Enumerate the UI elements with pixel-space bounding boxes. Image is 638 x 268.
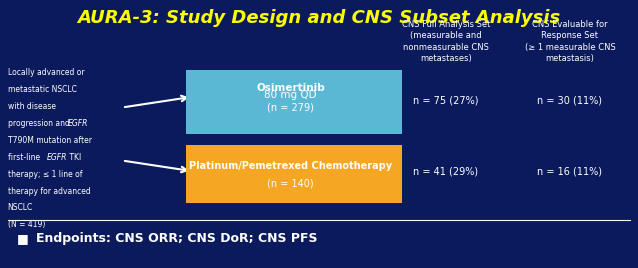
Text: AURA-3: Study Design and CNS Subset Analysis: AURA-3: Study Design and CNS Subset Anal… <box>77 9 561 27</box>
Text: T790M mutation after: T790M mutation after <box>8 136 92 145</box>
Text: Platinum/Pemetrexed Chemotherapy: Platinum/Pemetrexed Chemotherapy <box>189 161 392 171</box>
Text: first-line: first-line <box>8 152 42 162</box>
Text: Endpoints: CNS ORR; CNS DoR; CNS PFS: Endpoints: CNS ORR; CNS DoR; CNS PFS <box>36 232 318 245</box>
Text: (n = 279): (n = 279) <box>267 102 314 113</box>
FancyBboxPatch shape <box>186 145 401 203</box>
FancyBboxPatch shape <box>186 70 401 134</box>
Text: n = 41 (29%): n = 41 (29%) <box>413 166 478 176</box>
Text: metastatic NSCLC: metastatic NSCLC <box>8 85 77 94</box>
Text: n = 16 (11%): n = 16 (11%) <box>537 166 602 176</box>
Text: CNS Evaluable for
Response Set
(≥ 1 measurable CNS
metastasis): CNS Evaluable for Response Set (≥ 1 meas… <box>524 20 615 63</box>
Text: n = 75 (27%): n = 75 (27%) <box>413 96 478 106</box>
Text: CNS Full Analysis Set
(measurable and
nonmeasurable CNS
metastases): CNS Full Analysis Set (measurable and no… <box>402 20 490 63</box>
Text: therapy; ≤ 1 line of: therapy; ≤ 1 line of <box>8 170 82 178</box>
Text: ■: ■ <box>17 232 29 245</box>
Text: therapy for advanced: therapy for advanced <box>8 187 91 196</box>
Text: Osimertinib: Osimertinib <box>256 83 325 93</box>
Text: EGFR: EGFR <box>47 152 68 162</box>
Text: progression and: progression and <box>8 119 72 128</box>
Text: 80 mg QD: 80 mg QD <box>264 90 316 100</box>
Text: with disease: with disease <box>8 102 56 111</box>
Text: n = 30 (11%): n = 30 (11%) <box>537 96 602 106</box>
Text: (N = 419): (N = 419) <box>8 221 45 229</box>
Text: Locally advanced or: Locally advanced or <box>8 68 84 77</box>
Text: TKI: TKI <box>67 152 81 162</box>
Text: EGFR: EGFR <box>68 119 88 128</box>
Text: NSCLC: NSCLC <box>8 203 33 213</box>
Text: (n = 140): (n = 140) <box>267 178 314 188</box>
